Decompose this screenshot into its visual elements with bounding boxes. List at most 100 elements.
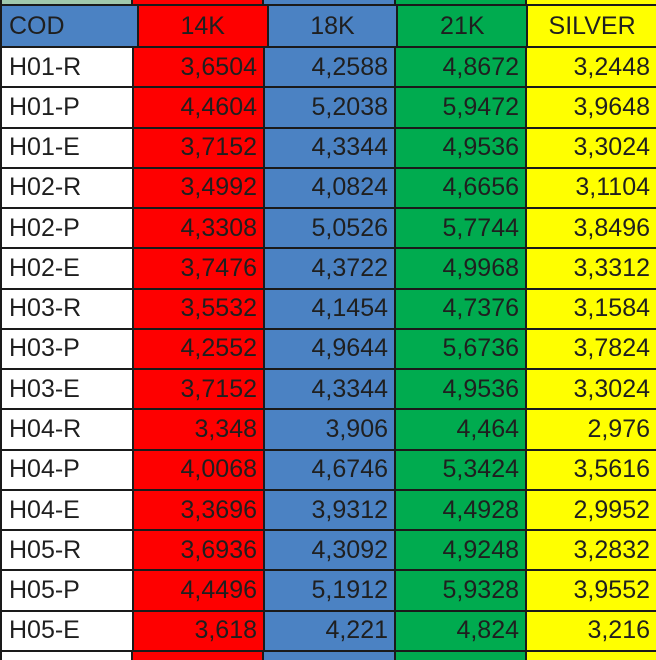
14k-cell: 3,7152 [134,370,265,409]
silver-cell: 2,976 [527,410,656,449]
14k-cell: 4,3308 [134,209,265,248]
21k-cell: 4,9968 [396,249,527,288]
top-strip-silver-cell [526,0,656,4]
table-row-h03-r: H03-R 3,5532 4,1454 4,7376 3,1584 [0,289,656,330]
18k-cell: 4,9644 [265,329,396,369]
21k-cell: 4,9536 [396,128,527,167]
14k-cell: 3,348 [134,410,265,449]
18k-cell: 4,3092 [265,531,396,570]
21k-cell: 5,7744 [396,209,527,248]
header-cell-18k: 18K [268,6,399,46]
14k-cell: 3,5532 [134,289,265,328]
bottom-strip-18k-cell [264,651,396,660]
21k-cell: 4,7376 [396,289,527,328]
cod-cell: H05-E [0,611,134,650]
silver-cell: 3,8496 [527,209,656,248]
table-row-h04-r: H04-R 3,348 3,906 4,464 2,976 [0,410,656,451]
18k-cell: 5,0526 [265,209,396,248]
silver-cell: 3,9552 [527,571,656,610]
silver-cell: 3,3312 [527,249,656,288]
cod-cell: H04-R [0,410,134,449]
bottom-partial-row [0,651,656,660]
bottom-strip-21k-cell [395,651,527,660]
14k-cell: 4,2552 [134,329,265,369]
silver-cell: 3,7824 [527,329,656,369]
cod-cell: H05-P [0,571,134,610]
18k-cell: 4,2588 [265,48,396,87]
table-row-h01-r: H01-R 3,6504 4,2588 4,8672 3,2448 [0,48,656,89]
14k-cell: 3,618 [134,611,265,650]
header-row: COD 14K 18K 21K SILVER [0,6,656,48]
bottom-strip-14k-cell [133,651,265,660]
header-cell-14k: 14K [138,6,269,46]
cod-cell: H03-P [0,329,134,369]
table-row-h02-p: H02-P 4,3308 5,0526 5,7744 3,8496 [0,209,656,250]
top-strip-cod-cell [0,0,134,4]
21k-cell: 4,9536 [396,370,527,409]
cod-cell: H01-P [0,88,134,127]
14k-cell: 4,4496 [134,571,265,610]
bottom-strip-silver-cell [526,651,656,660]
cod-cell: H04-P [0,450,134,489]
14k-cell: 3,6936 [134,531,265,570]
18k-cell: 4,0824 [265,168,396,208]
18k-cell: 4,3344 [265,128,396,167]
silver-cell: 3,3024 [527,370,656,409]
table-row-h04-e: H04-E 3,3696 3,9312 4,4928 2,9952 [0,490,656,532]
silver-cell: 3,216 [527,611,656,650]
silver-cell: 3,2832 [527,531,656,570]
14k-cell: 3,7152 [134,128,265,167]
cod-cell: H01-E [0,128,134,167]
cod-cell: H03-E [0,370,134,409]
14k-cell: 3,3696 [134,490,265,530]
21k-cell: 4,4928 [396,490,527,530]
top-strip-14k-cell [133,0,265,4]
21k-cell: 4,464 [396,410,527,449]
bottom-strip-cod-cell [0,651,134,660]
cod-cell: H02-E [0,249,134,288]
21k-cell: 4,8672 [396,48,527,87]
21k-cell: 5,9328 [396,571,527,610]
table-row-h03-e: H03-E 3,7152 4,3344 4,9536 3,3024 [0,370,656,411]
table-row-h04-p: H04-P 4,0068 4,6746 5,3424 3,5616 [0,450,656,491]
silver-cell: 3,1584 [527,289,656,328]
table-row-h01-p: H01-P 4,4604 5,2038 5,9472 3,9648 [0,88,656,129]
18k-cell: 4,1454 [265,289,396,328]
14k-cell: 3,7476 [134,249,265,288]
silver-cell: 3,1104 [527,168,656,208]
table-row-h02-r: H02-R 3,4992 4,0824 4,6656 3,1104 [0,168,656,210]
header-cell-21k: 21K [398,6,529,46]
table-row-h05-p: H05-P 4,4496 5,1912 5,9328 3,9552 [0,571,656,612]
table-row-h01-e: H01-E 3,7152 4,3344 4,9536 3,3024 [0,128,656,169]
header-cell-cod: COD [0,6,139,46]
18k-cell: 3,906 [265,410,396,449]
14k-cell: 4,0068 [134,450,265,489]
cod-cell: H05-R [0,531,134,570]
18k-cell: 3,9312 [265,490,396,530]
silver-cell: 3,9648 [527,88,656,127]
silver-cell: 3,5616 [527,450,656,489]
14k-cell: 4,4604 [134,88,265,127]
18k-cell: 4,3344 [265,370,396,409]
table-row-h05-r: H05-R 3,6936 4,3092 4,9248 3,2832 [0,531,656,572]
14k-cell: 3,6504 [134,48,265,87]
21k-cell: 5,3424 [396,450,527,489]
cod-cell: H02-R [0,168,134,208]
cod-cell: H04-E [0,490,134,530]
header-cell-silver: SILVER [528,6,656,46]
table-row-h02-e: H02-E 3,7476 4,3722 4,9968 3,3312 [0,249,656,290]
21k-cell: 5,9472 [396,88,527,127]
21k-cell: 4,9248 [396,531,527,570]
18k-cell: 4,3722 [265,249,396,288]
18k-cell: 5,2038 [265,88,396,127]
cod-cell: H02-P [0,209,134,248]
18k-cell: 5,1912 [265,571,396,610]
21k-cell: 5,6736 [396,329,527,369]
21k-cell: 4,6656 [396,168,527,208]
cod-cell: H03-R [0,289,134,328]
cod-cell: H01-R [0,48,134,87]
table-row-h05-e: H05-E 3,618 4,221 4,824 3,216 [0,611,656,652]
18k-cell: 4,6746 [265,450,396,489]
silver-cell: 2,9952 [527,490,656,530]
